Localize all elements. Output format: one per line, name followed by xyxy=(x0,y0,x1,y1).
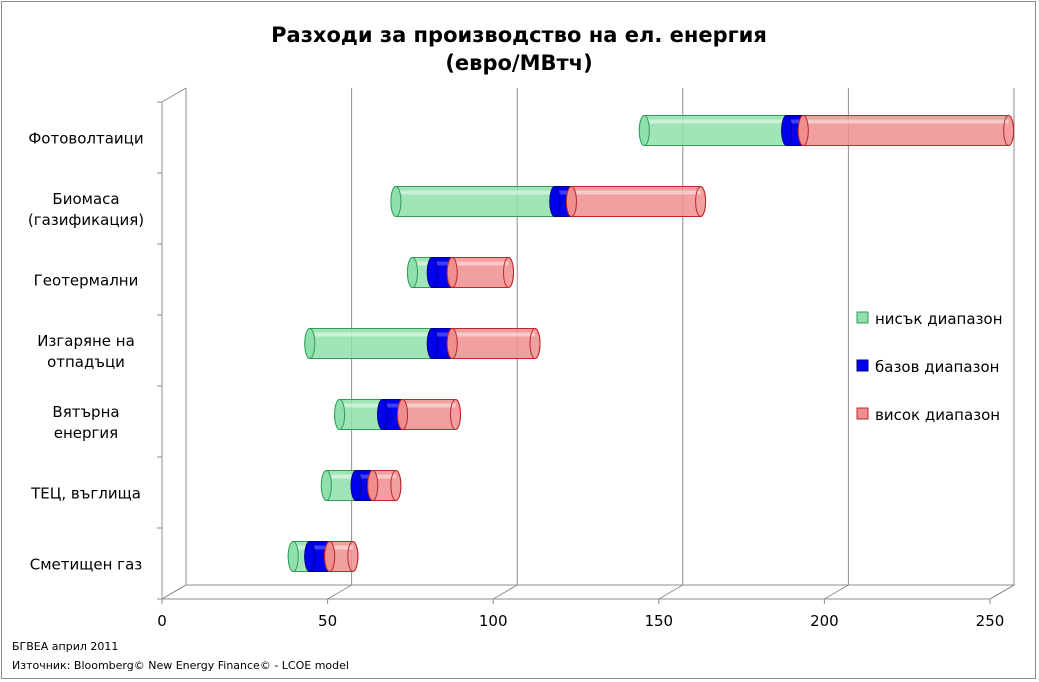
bar-cap xyxy=(350,470,362,501)
bar-cap xyxy=(426,328,438,359)
x-tick-label: 150 xyxy=(644,612,673,630)
bar-cap xyxy=(377,399,389,430)
floor-gridline xyxy=(492,584,518,600)
bar-cap xyxy=(287,541,299,572)
bar-cap xyxy=(324,541,336,572)
chart-title: Разходи за производство на ел. енергия (е… xyxy=(271,23,767,75)
bar-cap xyxy=(638,115,650,146)
category-label: Фотоволтаици xyxy=(28,130,143,148)
bar-segment xyxy=(334,399,389,430)
bar-end xyxy=(347,541,359,572)
bar-cap xyxy=(304,328,316,359)
category-label: Геотермални xyxy=(34,272,139,290)
bar-cap xyxy=(320,470,332,501)
bars xyxy=(287,115,1015,572)
bar-segment xyxy=(446,257,515,288)
bar-end xyxy=(450,399,462,430)
bar-segment xyxy=(565,186,707,217)
legend-label: базов диапазон xyxy=(875,358,999,376)
bar-cap xyxy=(446,257,458,288)
legend-label: нисък диапазон xyxy=(875,310,1003,328)
x-tick-label: 200 xyxy=(810,612,839,630)
floor-gridline xyxy=(824,584,849,600)
x-tick-label: 250 xyxy=(976,612,1005,630)
legend-swatch xyxy=(856,407,869,420)
footnote-source: Източник: Bloomberg© New Energy Finance©… xyxy=(12,659,349,672)
bar-segment xyxy=(304,328,438,359)
bar-cap xyxy=(797,115,809,146)
x-tick-label: 0 xyxy=(157,612,167,630)
bar-end xyxy=(390,470,402,501)
floor-outline xyxy=(161,584,1016,600)
category-label: (газификация) xyxy=(28,211,144,229)
legend-swatch xyxy=(856,359,869,372)
legend-label: висок диапазон xyxy=(875,406,1000,424)
left-wall-front-edge xyxy=(161,87,187,599)
bar-cap xyxy=(367,470,379,501)
category-label: ТЕЦ, въглища xyxy=(30,485,141,503)
bar-segment xyxy=(638,115,793,146)
gridlines xyxy=(161,88,1015,600)
floor-gridline xyxy=(327,584,352,600)
bar-segment xyxy=(367,470,402,501)
bar-end xyxy=(529,328,541,359)
footnote-date: БГВЕА април 2011 xyxy=(12,640,119,653)
bar-end xyxy=(1003,115,1015,146)
bar-cap xyxy=(304,541,316,572)
category-label: енергия xyxy=(54,424,118,442)
bar-end xyxy=(503,257,515,288)
floor-gridline xyxy=(658,584,684,600)
chart-title-line-2: (евро/MВтч) xyxy=(445,51,592,75)
floor-gridline xyxy=(989,584,1015,600)
bar-cap xyxy=(446,328,458,359)
floor-gridline xyxy=(161,584,187,600)
bar-segment xyxy=(390,186,561,217)
bar-cap xyxy=(549,186,561,217)
category-label: Вятърна xyxy=(52,403,119,421)
bar-cap xyxy=(390,186,402,217)
bar-cap xyxy=(781,115,793,146)
bar-segment xyxy=(324,541,359,572)
category-labels: Фотоволтаици Биомаса (газификация) Геотерма… xyxy=(28,130,144,574)
bar-segment xyxy=(446,328,541,359)
legend-swatch xyxy=(856,311,869,324)
x-tick-label: 100 xyxy=(479,612,508,630)
chart-title-line-1: Разходи за производство на ел. енергия xyxy=(271,23,767,47)
category-label: Изгаряне на xyxy=(37,332,135,350)
category-label: отпадъци xyxy=(47,353,125,371)
chart-walls xyxy=(157,87,1016,600)
bar-cap xyxy=(565,186,577,217)
x-axis-ticks: 0 50 100 150 200 250 xyxy=(157,599,1004,630)
legend: нисък диапазон базов диапазон висок диапаз… xyxy=(856,310,1003,424)
bar-cap xyxy=(334,399,346,430)
bar-cap xyxy=(406,257,418,288)
category-label: Биомаса xyxy=(52,190,119,208)
bar-segment xyxy=(397,399,462,430)
bar-end xyxy=(695,186,707,217)
bar-cap xyxy=(397,399,409,430)
bar-segment xyxy=(797,115,1015,146)
category-label: Сметищен газ xyxy=(30,556,143,574)
x-tick-label: 50 xyxy=(318,612,337,630)
bar-cap xyxy=(426,257,438,288)
